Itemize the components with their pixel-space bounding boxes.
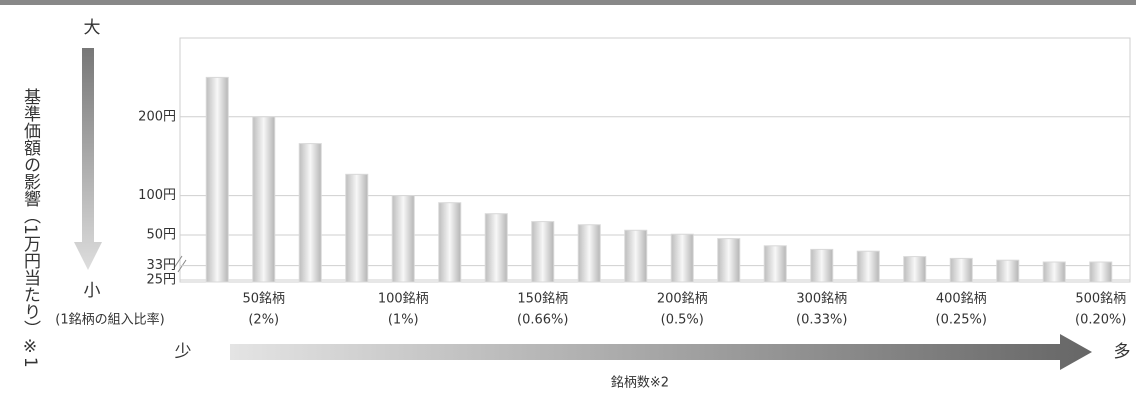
x-tick-label: 200銘柄: [657, 292, 708, 307]
bar: [205, 76, 229, 283]
x-note: (1銘柄の組入比率): [55, 312, 164, 328]
x-tick-label: 50銘柄: [242, 292, 285, 307]
bar: [856, 250, 880, 283]
y-label: 基準価額の影響（1万円当たり）※1: [20, 88, 41, 368]
bar: [810, 248, 834, 283]
x-tick-label: 150銘柄: [517, 292, 568, 307]
y-tick-label: 25円: [146, 273, 176, 288]
x-right: 多: [1114, 342, 1131, 362]
y-bottom: 小: [84, 281, 101, 301]
y-tick-label: 200円: [138, 109, 176, 124]
x-tick-label: 500銘柄: [1075, 292, 1126, 307]
bar: [670, 233, 694, 283]
bar: [717, 238, 741, 283]
x-tick-note: (0.5%): [661, 313, 704, 328]
y-tick-label: 50円: [146, 228, 176, 243]
y-top: 大: [84, 18, 101, 38]
bar: [763, 245, 787, 283]
bar: [438, 202, 462, 283]
bar: [1042, 261, 1066, 283]
bar: [577, 224, 601, 283]
x-arrow: [230, 334, 1092, 370]
x-tick-note: (1%): [388, 313, 419, 328]
x-tick-note: (2%): [248, 313, 279, 328]
bar: [484, 213, 508, 283]
plot-frame: [179, 37, 1131, 283]
x-label: 銘柄数※2: [611, 376, 669, 391]
y-arrow: [74, 48, 102, 270]
bar: [531, 221, 555, 283]
x-tick-label: 300銘柄: [796, 292, 847, 307]
bar: [1089, 261, 1113, 283]
x-tick-label: 400銘柄: [936, 292, 987, 307]
bar: [298, 143, 322, 283]
bar: [949, 257, 973, 283]
x-tick-note: (0.20%): [1075, 313, 1126, 328]
top-strip: [0, 0, 1136, 5]
x-tick-label: 100銘柄: [378, 292, 429, 307]
bar: [252, 116, 276, 283]
y-tick-label: 33円: [146, 258, 176, 273]
x-tick-note: (0.33%): [796, 313, 847, 328]
bar: [345, 173, 369, 283]
bar: [391, 195, 415, 283]
bar: [903, 256, 927, 283]
x-tick-note: (0.25%): [936, 313, 987, 328]
x-tick-note: (0.66%): [517, 313, 568, 328]
x-left: 少: [175, 342, 192, 362]
bar: [996, 259, 1020, 283]
y-tick-label: 100円: [138, 188, 176, 203]
bar: [624, 229, 648, 283]
